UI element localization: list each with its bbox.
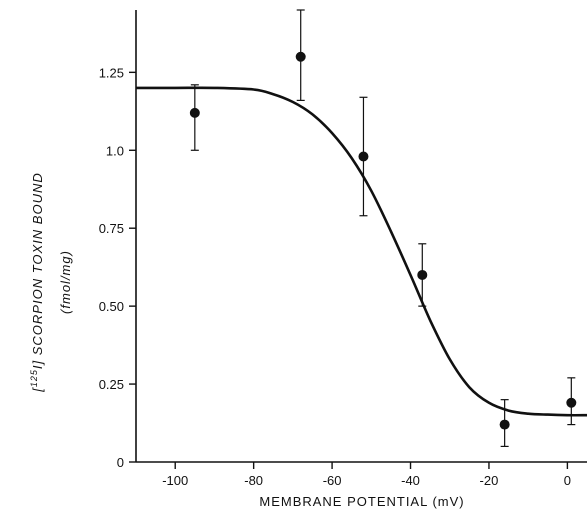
data-point [566,397,577,408]
data-point [189,107,200,118]
fit-curve-layer [135,86,587,417]
x-tick-label: -100 [162,473,188,488]
fit-curve [135,86,587,417]
x-tick-label: -80 [244,473,263,488]
axes [135,10,587,463]
y-axis-title-prefix: [ [30,387,45,393]
data-point [499,419,510,430]
y-axis-unit: (fmol/mg) [58,250,73,314]
x-tick-label: -20 [480,473,499,488]
y-axis-title-sup: 125 [29,369,39,387]
y-axis-unit-group: (fmol/mg) [58,250,73,314]
data-point [417,269,428,280]
y-axis-title: [125I] SCORPION TOXIN BOUND [29,172,45,393]
x-axis-title: MEMBRANE POTENTIAL (mV) [259,494,464,509]
y-tick-label: 0 [117,455,124,470]
x-tick-label: -60 [323,473,342,488]
x-tick-label: 0 [564,473,571,488]
data-points-layer [189,9,577,448]
y-axis-title-main: I] SCORPION TOXIN BOUND [30,172,45,369]
y-axis-title-group: [125I] SCORPION TOXIN BOUND [29,172,45,393]
y-tick-label: 0.50 [99,299,124,314]
ticks-layer: -100 -80 -60 -40 -20 0 0 0.25 0.50 0.75 1.0 1.25 [99,65,571,488]
y-tick-label: 0.75 [99,221,124,236]
y-tick-label: 1.0 [106,143,124,158]
data-point [358,151,369,162]
x-tick-label: -40 [401,473,420,488]
data-point [295,51,306,62]
y-tick-label: 1.25 [99,65,124,80]
y-tick-label: 0.25 [99,377,124,392]
